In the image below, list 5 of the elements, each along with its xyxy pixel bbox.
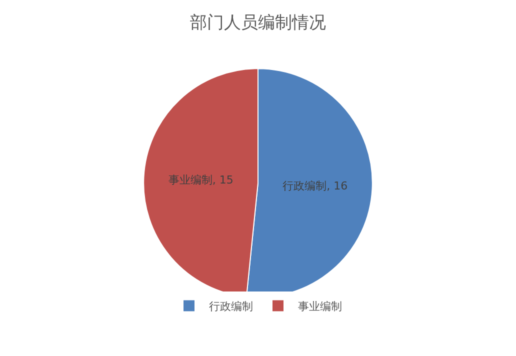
data-label: 行政编制, 16 [282,179,348,192]
data-label: 事业编制, 15 [168,174,234,187]
chart-title: 部门人员编制情况 [190,12,326,33]
legend-label: 行政编制 [209,300,253,314]
legend-label: 事业编制 [298,300,342,314]
